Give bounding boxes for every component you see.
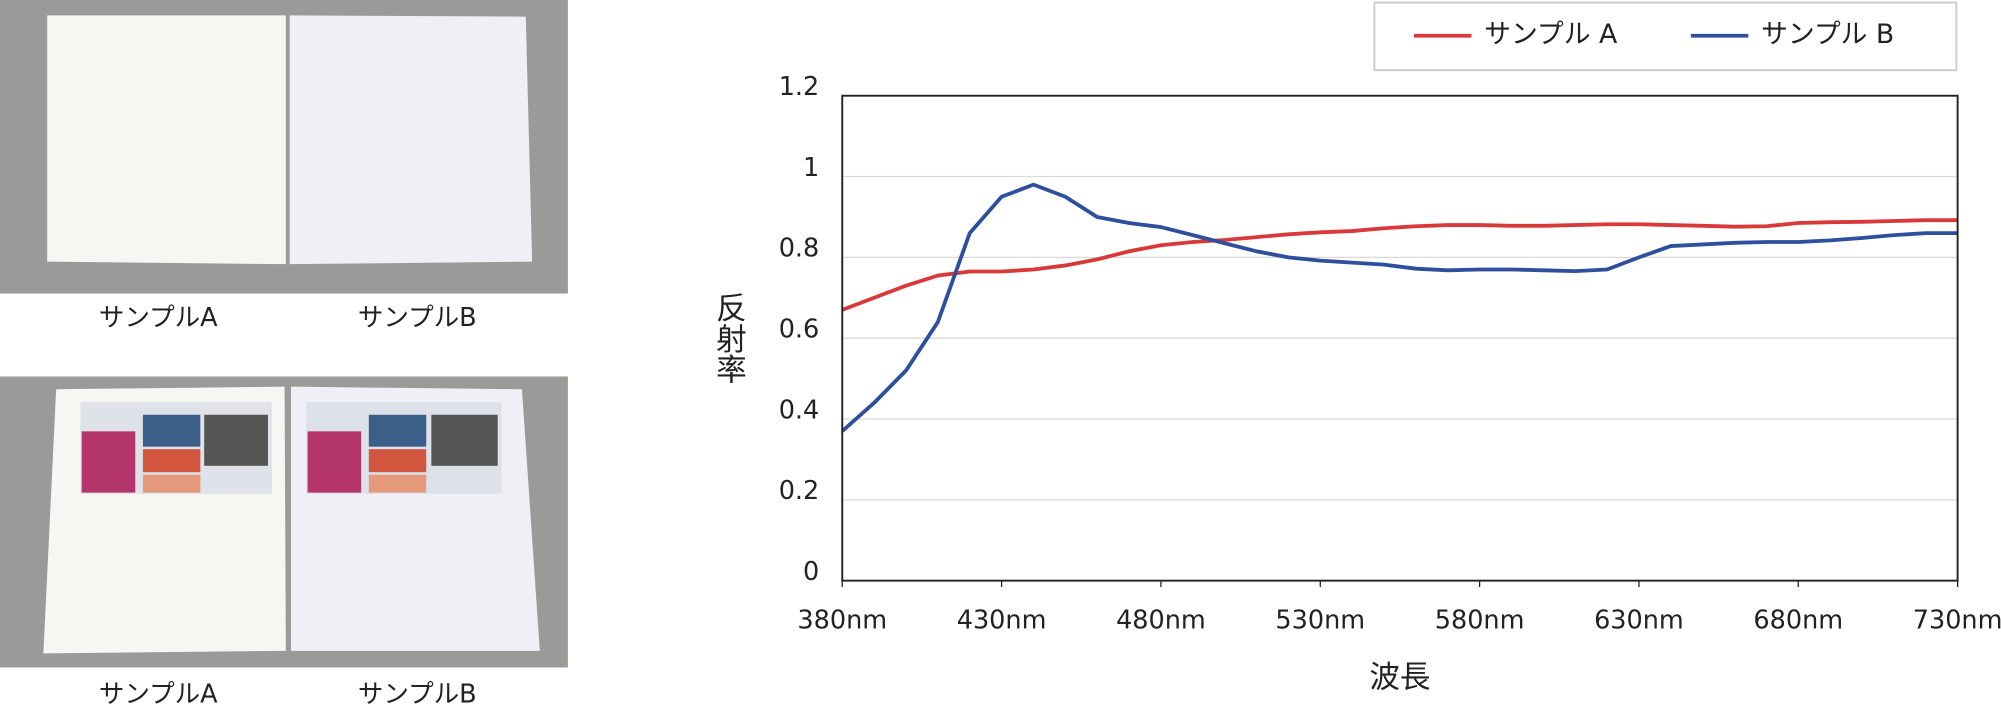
photo-caption: サンプルB bbox=[358, 303, 477, 333]
photo-caption: サンプルA bbox=[99, 303, 218, 333]
paper bbox=[289, 15, 533, 265]
legend-label: サンプル A bbox=[1484, 19, 1618, 50]
photo-caption: サンプルA bbox=[99, 680, 218, 710]
x-tick-label: 530nm bbox=[1275, 605, 1365, 635]
series-line bbox=[840, 182, 1958, 433]
y-tick-label: 0.2 bbox=[779, 476, 820, 506]
plot bbox=[840, 182, 1958, 433]
x-tick-label: 430nm bbox=[957, 605, 1047, 635]
x-tick-label: 580nm bbox=[1435, 605, 1525, 635]
x-tick-label: 680nm bbox=[1753, 605, 1843, 635]
x-axis-label: 波長 bbox=[1369, 660, 1430, 695]
y-tick-label: 1 bbox=[803, 153, 819, 183]
grid bbox=[842, 95, 1958, 582]
series-line bbox=[841, 218, 1958, 312]
y-tick-label: 0.6 bbox=[779, 315, 820, 345]
legend-label: サンプル B bbox=[1761, 19, 1894, 50]
photo-caption: サンプルB bbox=[358, 680, 477, 710]
x-tick-label: 630nm bbox=[1594, 605, 1684, 635]
y-tick-label: 0.4 bbox=[779, 395, 820, 425]
y-axis-label: 反射率 bbox=[710, 292, 746, 384]
y-tick-label: 1.2 bbox=[779, 72, 820, 102]
y-tick-label: 0 bbox=[803, 557, 819, 587]
paper bbox=[47, 15, 286, 265]
x-tick-label: 730nm bbox=[1913, 605, 2001, 635]
x-tick-label: 380nm bbox=[797, 605, 887, 635]
print-sample bbox=[80, 401, 502, 494]
x-tick-label: 480nm bbox=[1116, 605, 1206, 635]
y-tick-label: 0.8 bbox=[779, 234, 820, 264]
plot-frame bbox=[841, 94, 1959, 582]
